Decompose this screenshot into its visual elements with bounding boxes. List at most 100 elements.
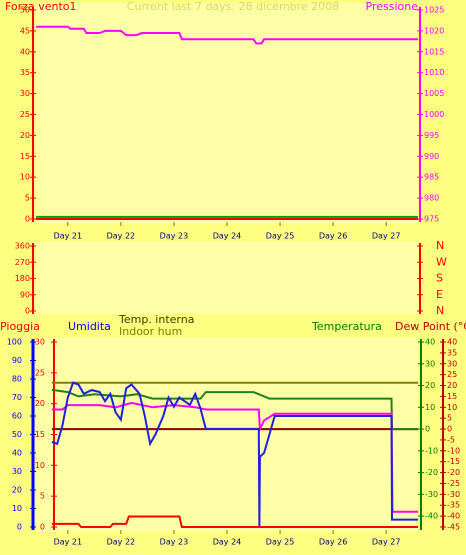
y-tick-label: 25: [447, 370, 457, 379]
y-tick-label: 20: [20, 131, 30, 140]
series-line: [51, 381, 418, 528]
y-tick-label: 30: [447, 359, 457, 368]
x-tick-label: Day 24: [213, 232, 242, 241]
y-tick-label: 20: [12, 486, 22, 495]
y-tick-label: 40: [425, 338, 435, 347]
x-tick-label: Day 23: [160, 232, 189, 241]
y-tick-label: N: [436, 239, 444, 252]
y-tick-label: -5: [447, 435, 455, 444]
y-tick-label: 10: [20, 173, 30, 182]
y-tick-label: 1020: [424, 26, 444, 35]
series-line: [51, 515, 418, 528]
y-tick-label: -20: [447, 468, 460, 477]
y-tick-label: 10: [12, 504, 22, 513]
y-tick-label: 30: [35, 338, 45, 347]
y-tick-label: 985: [424, 173, 439, 182]
y-tick-label: 15: [35, 430, 45, 439]
y-tick-label: 25: [35, 368, 45, 377]
y-tick-label: 60: [12, 412, 22, 421]
y-tick-label: -20: [425, 468, 438, 477]
plot-area: [36, 242, 418, 314]
y-tick-label: 975: [424, 215, 439, 224]
y-tick-label: -40: [425, 512, 438, 521]
axis-label: Dew Point (°C): [395, 320, 466, 333]
axis-label: Umidita: [68, 320, 111, 333]
y-tick-label: 0: [25, 215, 30, 224]
y-tick-label: 15: [20, 152, 30, 161]
x-tick-label: Day 22: [107, 538, 136, 547]
y-tick-label: S: [436, 272, 443, 285]
y-tick-label: 990: [424, 152, 439, 161]
y-tick-label: -30: [447, 490, 460, 499]
y-tick-label: 995: [424, 131, 439, 140]
y-tick-label: -25: [447, 479, 460, 488]
x-tick-label: Day 27: [372, 232, 401, 241]
y-tick-label: 10: [35, 461, 45, 470]
y-tick-label: 100: [7, 338, 22, 347]
y-tick-label: 5: [40, 492, 45, 501]
x-tick-label: Day 27: [372, 538, 401, 547]
y-tick-label: 45: [20, 26, 30, 35]
y-tick-label: 270: [15, 258, 30, 267]
y-tick-label: 1010: [424, 68, 444, 77]
y-tick-label: 0: [425, 425, 430, 434]
y-tick-label: W: [436, 255, 447, 268]
y-tick-label: 50: [12, 430, 22, 439]
y-tick-label: 1025: [424, 6, 444, 15]
y-tick-label: 0: [25, 307, 30, 316]
x-tick-label: Day 22: [107, 232, 136, 241]
y-tick-label: 10: [447, 403, 457, 412]
y-tick-label: 15: [447, 392, 457, 401]
y2-axis-label: Pressione: [366, 0, 419, 13]
y-tick-label: 90: [20, 290, 30, 299]
y-tick-label: -10: [425, 446, 438, 455]
series-line: [51, 388, 418, 431]
x-tick-label: Day 21: [54, 538, 83, 547]
y-tick-label: 30: [20, 89, 30, 98]
series-line: [36, 25, 418, 45]
y-tick-label: 0: [40, 523, 45, 532]
y-tick-label: E: [436, 288, 443, 301]
series-line: [51, 401, 418, 513]
y-tick-label: 5: [25, 194, 30, 203]
x-tick-label: Day 24: [213, 538, 242, 547]
legend-entry: Temp. interna: [118, 313, 194, 326]
y-tick-label: -45: [447, 523, 460, 532]
y-tick-label: 20: [425, 381, 435, 390]
y-tick-label: -40: [447, 512, 460, 521]
x-tick-label: Day 25: [266, 232, 295, 241]
y-tick-label: 40: [12, 449, 22, 458]
y-tick-label: 0: [447, 425, 452, 434]
y-tick-label: N: [436, 304, 444, 317]
y-tick-label: 1015: [424, 47, 444, 56]
y-tick-label: 360: [15, 242, 30, 251]
y-tick-label: 40: [447, 338, 457, 347]
y-tick-label: -15: [447, 457, 460, 466]
y-tick-label: 180: [15, 274, 30, 283]
y-tick-label: 50: [20, 6, 30, 15]
y-tick-label: 35: [20, 68, 30, 77]
y-tick-label: 1000: [424, 110, 444, 119]
x-tick-label: Day 21: [54, 232, 83, 241]
y-tick-label: 5: [447, 414, 452, 423]
y-tick-label: 90: [12, 356, 22, 365]
y-tick-label: 25: [20, 110, 30, 119]
axis-label: Pioggia: [0, 320, 40, 333]
x-tick-label: Day 25: [266, 538, 295, 547]
y-tick-label: 80: [12, 375, 22, 384]
x-tick-label: Day 26: [319, 232, 348, 241]
x-tick-label: Day 26: [319, 538, 348, 547]
y-tick-label: 980: [424, 194, 439, 203]
y-axis-label: Forza vento1: [5, 0, 77, 13]
x-tick-label: Day 23: [160, 538, 189, 547]
y-tick-label: 30: [12, 467, 22, 476]
y-tick-label: 0: [17, 523, 22, 532]
y-tick-label: -35: [447, 501, 460, 510]
y-tick-label: 10: [425, 403, 435, 412]
y-tick-label: -30: [425, 490, 438, 499]
chart-title: Current last 7 days: 28 dicembre 2008: [127, 0, 339, 13]
y-tick-label: 1005: [424, 89, 444, 98]
y-tick-label: 35: [447, 348, 457, 357]
